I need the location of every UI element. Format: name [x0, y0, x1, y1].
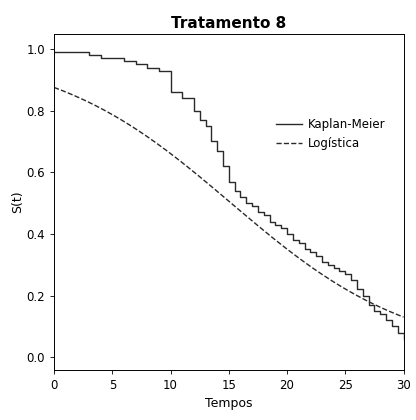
Logística — [220, 193, 225, 198]
Kaplan-Meier — [401, 336, 406, 341]
Y-axis label: S(t): S(t) — [11, 190, 24, 213]
Logística — [401, 315, 406, 320]
Kaplan-Meier — [378, 312, 383, 317]
Kaplan-Meier — [296, 241, 301, 246]
Kaplan-Meier — [209, 139, 214, 144]
Kaplan-Meier — [285, 231, 290, 236]
Line: Kaplan-Meier: Kaplan-Meier — [54, 52, 404, 339]
Kaplan-Meier — [87, 52, 92, 58]
Kaplan-Meier — [52, 50, 57, 55]
Logística — [393, 311, 398, 316]
Legend: Kaplan-Meier, Logística: Kaplan-Meier, Logística — [272, 113, 391, 155]
Kaplan-Meier — [244, 201, 249, 206]
Title: Tratamento 8: Tratamento 8 — [171, 16, 287, 31]
Line: Logística: Logística — [54, 87, 404, 317]
X-axis label: Tempos: Tempos — [205, 397, 253, 410]
Logística — [218, 191, 223, 196]
Logística — [52, 85, 57, 90]
Logística — [241, 211, 246, 216]
Logística — [338, 284, 343, 289]
Logística — [260, 227, 265, 232]
